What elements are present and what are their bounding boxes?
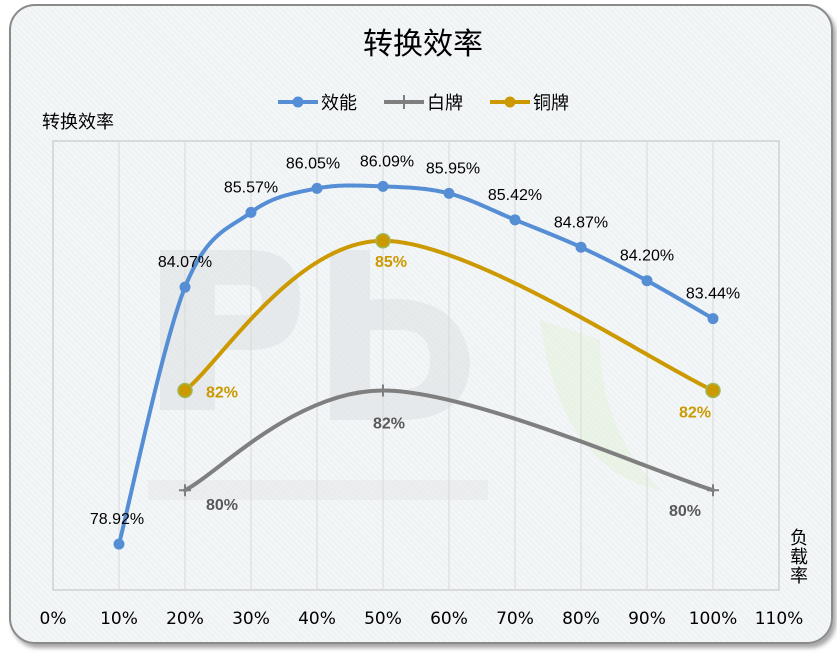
data-point	[377, 180, 389, 192]
x-tick-label: 80%	[562, 609, 600, 629]
y-axis-label: 转换效率	[42, 112, 114, 133]
data-point	[443, 187, 455, 199]
data-label: 82%	[373, 415, 405, 432]
data-point	[179, 484, 191, 497]
x-tick-label: 10%	[100, 609, 138, 629]
x-tick-label: 50%	[364, 609, 402, 629]
data-point	[245, 206, 257, 218]
data-point	[113, 538, 125, 550]
data-label: 85.42%	[488, 187, 542, 204]
series-1: 80% 82% 80%	[179, 384, 719, 520]
data-label: 86.05%	[286, 155, 340, 172]
x-tick-label: 0%	[40, 609, 67, 629]
x-tick-label: 70%	[496, 609, 534, 629]
data-label: 84.20%	[620, 248, 674, 265]
data-label: 80%	[669, 503, 701, 520]
data-label: 82%	[206, 384, 238, 401]
data-label: 85.57%	[224, 179, 278, 196]
series-line	[183, 388, 715, 493]
data-point	[375, 233, 391, 249]
x-tick-label: 30%	[232, 609, 270, 629]
data-label: 83.44%	[686, 286, 740, 303]
data-label: 82%	[679, 404, 711, 421]
data-point	[575, 241, 587, 253]
legend-marker	[292, 96, 304, 108]
x-tick-label: 110%	[755, 609, 804, 629]
data-point	[707, 313, 719, 325]
data-label: 85%	[375, 254, 407, 271]
data-label: 86.09%	[360, 153, 414, 170]
data-point	[705, 382, 721, 399]
data-label: 85.95%	[426, 160, 480, 177]
series-0: 78.92% 84.07% 85.57% 86.05% 86.09% 85.95% 85.4…	[90, 153, 740, 550]
data-label: 80%	[206, 497, 238, 514]
x-tick-label: 100%	[689, 609, 738, 629]
x-tick-label: 60%	[430, 609, 468, 629]
x-tick-label: 20%	[166, 609, 204, 629]
legend: 效能 白牌 铜牌	[278, 93, 569, 114]
data-point	[311, 182, 323, 194]
data-label: 78.92%	[90, 511, 144, 528]
legend-item-1[interactable]: 白牌	[384, 93, 463, 114]
legend-label: 铜牌	[533, 93, 569, 114]
series-2: 82% 85% 82%	[177, 233, 721, 421]
data-label: 84.87%	[554, 214, 608, 231]
x-tick-label: 40%	[298, 609, 336, 629]
watermark-logo	[148, 250, 660, 500]
data-point	[179, 281, 191, 293]
chart-card	[9, 4, 833, 644]
x-tick-label: 90%	[628, 609, 666, 629]
data-point	[509, 214, 521, 226]
x-axis-label: 负载率	[787, 528, 808, 585]
data-label: 84.07%	[158, 254, 212, 271]
plot-area	[52, 140, 780, 591]
legend-label: 白牌	[427, 93, 463, 114]
data-point	[177, 382, 193, 399]
data-point	[707, 484, 719, 497]
legend-marker	[504, 96, 516, 108]
chart-title: 转换效率	[363, 27, 483, 62]
legend-item-0[interactable]: 效能	[278, 93, 357, 114]
data-point	[641, 275, 653, 287]
data-point	[377, 384, 389, 397]
legend-label: 效能	[321, 93, 357, 114]
legend-item-2[interactable]: 铜牌	[490, 93, 569, 114]
